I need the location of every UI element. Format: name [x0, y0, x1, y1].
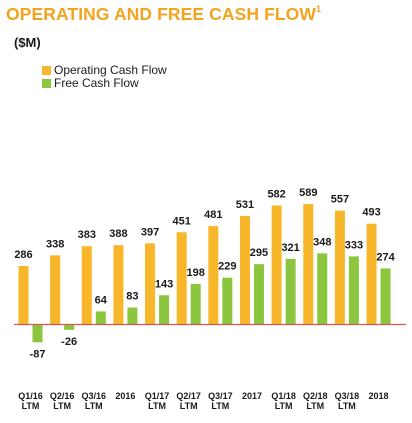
label-free-9: 348: [313, 236, 331, 248]
chart-title: OPERATING AND FREE CASH FLOW1: [6, 4, 321, 25]
bar-operating-8: [271, 205, 282, 325]
bar-operating-10: [334, 210, 345, 325]
legend: Operating Cash Flow Free Cash Flow: [42, 64, 167, 90]
tick-label-8-1: LTM: [275, 401, 293, 411]
label-operating-8: 582: [267, 188, 285, 200]
label-free-5: 198: [187, 267, 205, 279]
bar-operating-3: [113, 245, 124, 325]
label-operating-3: 388: [109, 228, 127, 240]
tick-label-10-0: Q3/18: [335, 391, 360, 401]
tick-label-6-1: LTM: [211, 401, 229, 411]
bar-free-2: [95, 311, 106, 325]
tick-label-3-0: 2016: [115, 391, 135, 401]
legend-label-free: Free Cash Flow: [54, 76, 139, 90]
label-operating-5: 451: [173, 215, 191, 227]
bar-operating-1: [50, 255, 61, 325]
legend-swatch-operating: [42, 65, 51, 75]
label-free-11: 274: [376, 251, 395, 263]
label-operating-4: 397: [141, 226, 159, 238]
bar-operating-0: [18, 266, 29, 325]
tick-label-2-1: LTM: [85, 401, 103, 411]
bar-free-4: [159, 295, 170, 325]
bar-free-3: [127, 307, 138, 325]
bar-free-7: [253, 264, 264, 325]
bar-free-11: [380, 268, 391, 325]
label-free-7: 295: [250, 247, 268, 259]
legend-item-free: Free Cash Flow: [42, 77, 167, 89]
tick-label-7-0: 2017: [242, 391, 262, 401]
tick-label-11-0: 2018: [369, 391, 389, 401]
label-free-10: 333: [345, 239, 363, 251]
tick-label-8-0: Q1/18: [271, 391, 296, 401]
tick-label-1-0: Q2/16: [50, 391, 75, 401]
unit-label: ($M): [14, 35, 41, 50]
bar-operating-6: [208, 226, 219, 325]
tick-label-5-1: LTM: [180, 401, 198, 411]
tick-label-2-0: Q3/16: [82, 391, 107, 401]
bar-free-6: [222, 277, 233, 325]
bar-free-1: [64, 324, 75, 330]
tick-label-4-0: Q1/17: [145, 391, 170, 401]
tick-label-9-1: LTM: [306, 401, 324, 411]
label-operating-1: 338: [46, 238, 64, 250]
bar-operating-4: [145, 243, 156, 325]
label-free-2: 64: [95, 294, 108, 306]
label-operating-7: 531: [236, 199, 254, 211]
bar-operating-11: [366, 223, 377, 325]
tick-label-0-1: LTM: [22, 401, 40, 411]
label-free-6: 229: [218, 261, 236, 273]
tick-label-0-0: Q1/16: [18, 391, 43, 401]
label-free-3: 83: [126, 291, 138, 303]
bar-free-10: [348, 256, 359, 325]
legend-label-operating: Operating Cash Flow: [54, 63, 167, 77]
tick-label-9-0: Q2/18: [303, 391, 328, 401]
tick-label-6-0: Q3/17: [208, 391, 233, 401]
label-operating-11: 493: [362, 207, 380, 219]
label-operating-9: 589: [299, 187, 317, 199]
bar-free-0: [32, 324, 43, 343]
label-operating-0: 286: [14, 249, 32, 261]
label-free-0: -87: [30, 348, 46, 360]
tick-label-4-1: LTM: [148, 401, 166, 411]
tick-label-10-1: LTM: [338, 401, 356, 411]
label-free-1: -26: [61, 336, 77, 348]
legend-item-operating: Operating Cash Flow: [42, 64, 167, 76]
legend-swatch-free: [42, 78, 51, 88]
label-operating-10: 557: [331, 194, 349, 206]
tick-label-5-0: Q2/17: [176, 391, 201, 401]
bar-operating-7: [239, 215, 250, 325]
chart-title-text: OPERATING AND FREE CASH FLOW: [6, 4, 317, 24]
bar-free-8: [285, 258, 296, 325]
bar-free-5: [190, 284, 201, 325]
label-free-8: 321: [281, 242, 299, 254]
title-footnote-marker: 1: [316, 4, 322, 15]
label-operating-6: 481: [204, 209, 222, 221]
label-operating-2: 383: [78, 229, 96, 241]
bar-operating-5: [176, 232, 187, 325]
tick-label-1-1: LTM: [53, 401, 71, 411]
bar-operating-2: [81, 246, 92, 325]
label-free-4: 143: [155, 278, 173, 290]
bar-operating-9: [303, 204, 314, 325]
bar-free-9: [317, 253, 328, 325]
